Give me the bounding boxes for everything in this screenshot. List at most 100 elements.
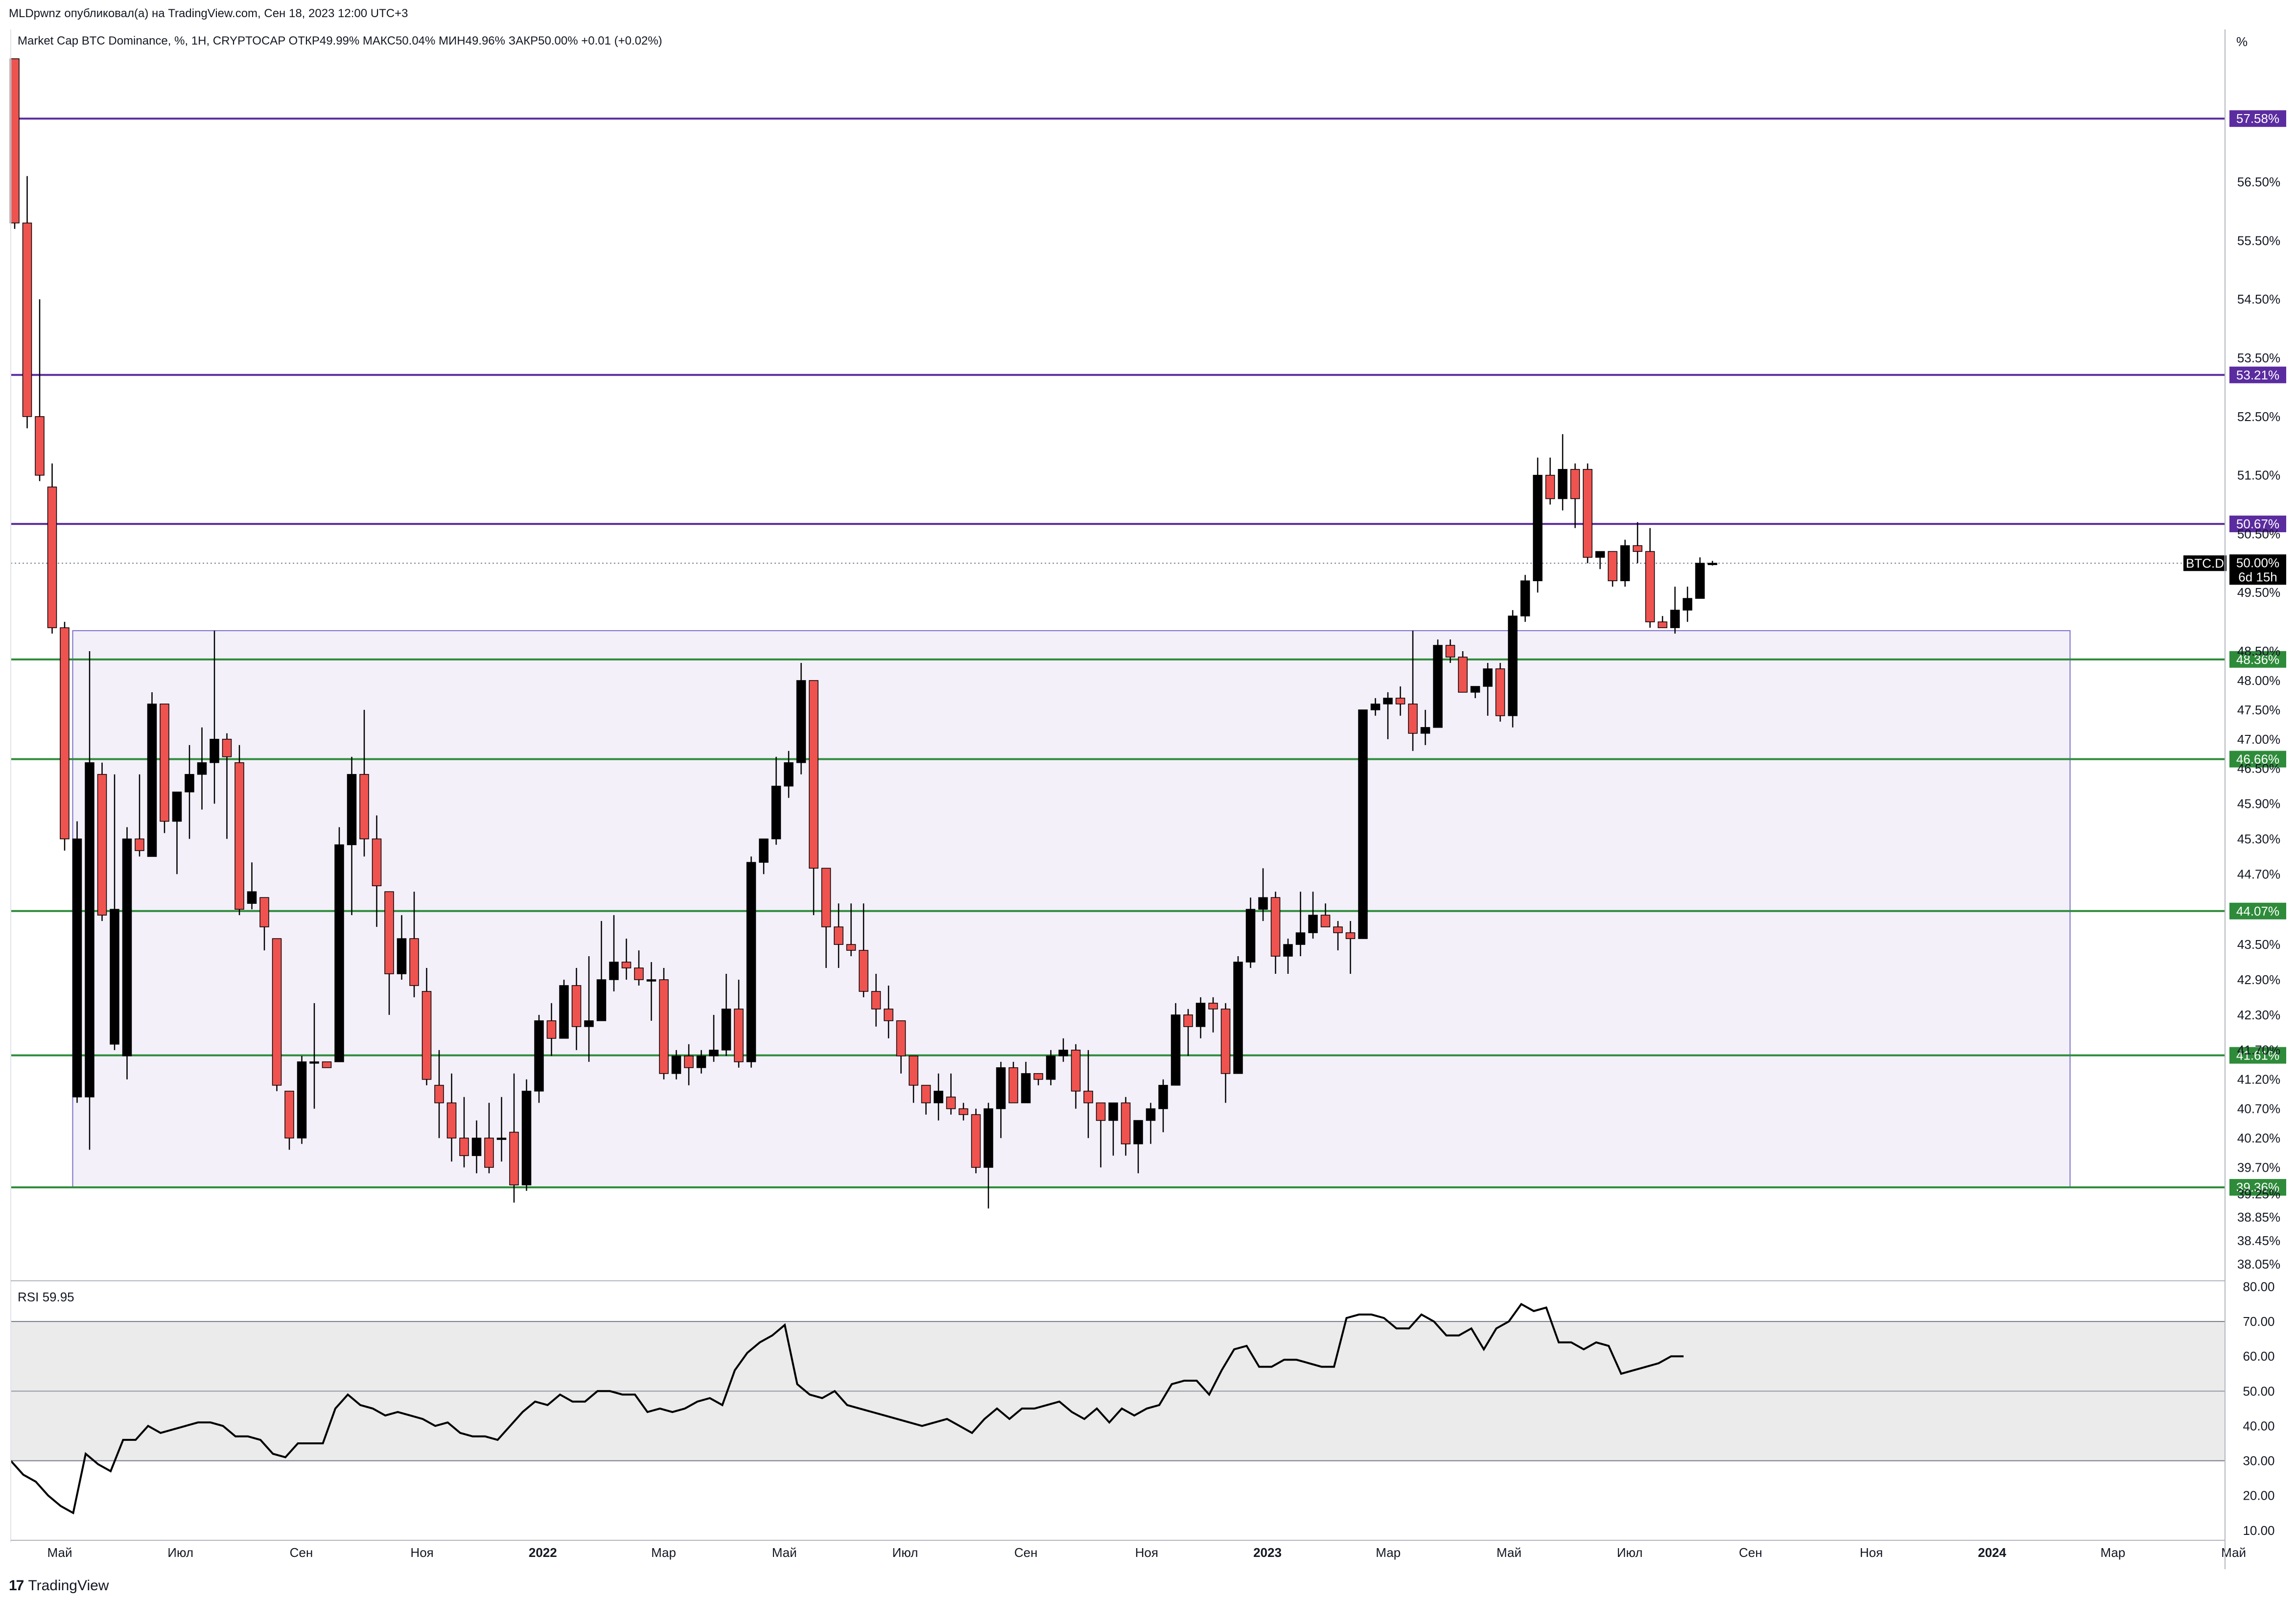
candle[interactable] <box>546 1003 557 1056</box>
candle[interactable] <box>509 1073 519 1203</box>
candle[interactable] <box>634 950 644 986</box>
candle[interactable] <box>1233 956 1243 1074</box>
candle[interactable] <box>1071 1044 1081 1109</box>
candle[interactable] <box>110 774 119 1050</box>
candle[interactable] <box>1508 610 1518 728</box>
candle[interactable] <box>459 1097 469 1168</box>
candle[interactable] <box>971 1108 981 1174</box>
candle[interactable] <box>135 774 144 857</box>
candle[interactable] <box>1445 639 1455 663</box>
candle[interactable] <box>334 827 344 1062</box>
candle[interactable] <box>696 1050 706 1074</box>
candle[interactable] <box>1183 1009 1193 1056</box>
candle[interactable] <box>1533 457 1543 593</box>
candle[interactable] <box>796 663 806 775</box>
range-box[interactable] <box>72 630 2071 1188</box>
candle[interactable] <box>372 815 382 927</box>
candle[interactable] <box>210 631 219 804</box>
candle[interactable] <box>1595 551 1605 569</box>
candle[interactable] <box>1308 892 1318 939</box>
candle[interactable] <box>434 1050 444 1138</box>
candle[interactable] <box>1495 663 1505 722</box>
candle[interactable] <box>471 1120 482 1174</box>
candle[interactable] <box>259 897 269 951</box>
candle[interactable] <box>596 921 607 1021</box>
candle[interactable] <box>496 1097 507 1162</box>
candle[interactable] <box>771 756 781 845</box>
candle[interactable] <box>809 680 819 916</box>
candle[interactable] <box>859 903 868 997</box>
candle[interactable] <box>821 868 831 968</box>
rsi-line[interactable] <box>10 1302 1684 1515</box>
candle[interactable] <box>35 299 45 481</box>
candle[interactable] <box>97 762 107 921</box>
candle[interactable] <box>1345 921 1356 974</box>
candle[interactable] <box>72 821 82 1103</box>
candle[interactable] <box>1520 575 1530 622</box>
candle[interactable] <box>896 1020 906 1074</box>
candle[interactable] <box>1458 651 1468 693</box>
candle[interactable] <box>684 1044 694 1085</box>
candle[interactable] <box>1608 551 1617 587</box>
candle[interactable] <box>646 962 656 1021</box>
candle[interactable] <box>1670 587 1680 634</box>
candle[interactable] <box>846 903 856 957</box>
candle[interactable] <box>1433 639 1443 728</box>
candle[interactable] <box>1245 897 1256 968</box>
candle[interactable] <box>1370 698 1381 716</box>
candle[interactable] <box>1708 561 1717 566</box>
candle[interactable] <box>22 176 32 428</box>
candle[interactable] <box>1295 892 1306 957</box>
candle[interactable] <box>1320 903 1331 927</box>
candle[interactable] <box>1583 463 1593 564</box>
candle[interactable] <box>397 915 407 980</box>
candle[interactable] <box>1008 1061 1018 1104</box>
candle[interactable] <box>609 915 619 991</box>
candle[interactable] <box>709 1014 719 1062</box>
candle[interactable] <box>172 791 182 874</box>
candle[interactable] <box>1146 1103 1156 1144</box>
candle[interactable] <box>921 1084 931 1115</box>
candle[interactable] <box>284 1090 294 1150</box>
candle[interactable] <box>322 1061 332 1068</box>
tradingview-footer[interactable]: 17 TradingView <box>9 1577 109 1594</box>
candle[interactable] <box>1258 868 1268 921</box>
candle[interactable] <box>734 979 744 1068</box>
candle[interactable] <box>122 827 132 1080</box>
candle[interactable] <box>571 968 582 1050</box>
candle[interactable] <box>160 704 169 833</box>
candle[interactable] <box>996 1061 1006 1138</box>
candle[interactable] <box>384 891 394 1015</box>
candle[interactable] <box>272 938 282 1091</box>
candle[interactable] <box>521 1079 532 1191</box>
candle[interactable] <box>1695 557 1705 599</box>
candle[interactable] <box>234 745 244 916</box>
candle[interactable] <box>446 1073 457 1162</box>
candle[interactable] <box>746 856 756 1068</box>
candle[interactable] <box>834 903 843 968</box>
candle[interactable] <box>1620 540 1630 587</box>
candle[interactable] <box>671 1050 681 1080</box>
candle[interactable] <box>1333 921 1343 951</box>
candle[interactable] <box>1021 1061 1031 1104</box>
candle[interactable] <box>1683 587 1692 622</box>
candle[interactable] <box>1171 1003 1181 1086</box>
candle[interactable] <box>309 1003 319 1109</box>
candle[interactable] <box>1408 631 1418 751</box>
candle[interactable] <box>484 1103 494 1174</box>
candle[interactable] <box>1395 686 1406 716</box>
candle[interactable] <box>659 968 669 1080</box>
candle[interactable] <box>784 751 794 798</box>
candle[interactable] <box>984 1103 993 1209</box>
candle[interactable] <box>1058 1038 1068 1062</box>
candle[interactable] <box>871 973 881 1027</box>
candle[interactable] <box>1383 692 1393 739</box>
candle[interactable] <box>884 985 893 1038</box>
candle[interactable] <box>1483 663 1493 716</box>
candle[interactable] <box>1420 709 1430 745</box>
candle[interactable] <box>1220 1003 1231 1103</box>
candle[interactable] <box>1033 1073 1043 1085</box>
candle[interactable] <box>1133 1120 1143 1174</box>
candle[interactable] <box>422 968 432 1085</box>
candle[interactable] <box>909 1055 918 1103</box>
